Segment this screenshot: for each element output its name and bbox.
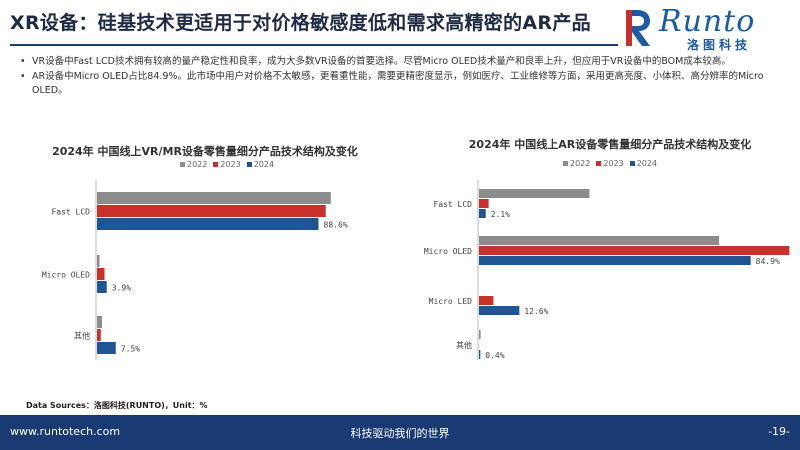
- category-tick-label: 其他: [74, 331, 90, 341]
- legend-label: 2024: [636, 159, 658, 168]
- data-label-2024: 88.6%: [324, 221, 348, 230]
- bar-2022-fast-lcd: [97, 192, 331, 204]
- data-label-2024: 12.6%: [524, 307, 548, 316]
- bar-2022-其他: [479, 330, 481, 339]
- bar-2023-micro-oled: [479, 246, 790, 255]
- bar-2023-其他: [97, 329, 101, 341]
- bullet-item: AR设备中Micro OLED占比84.9%。此市场中用户对价格不太敏感，更看重…: [18, 70, 788, 98]
- category-tick-label: Fast LCD: [433, 200, 472, 209]
- legend-label: 2023: [603, 159, 624, 168]
- footer-slogan: 科技驱动我们的世界: [350, 427, 450, 440]
- legend-item-2024: 2024: [246, 160, 275, 169]
- category-tick-label: Micro LED: [429, 297, 473, 306]
- category-tick-label: 其他: [456, 340, 472, 350]
- bar-2022-micro-oled: [97, 255, 100, 267]
- bar-2022-fast-lcd: [479, 189, 590, 198]
- legend-item-2023: 2023: [596, 159, 624, 168]
- chart-ar-plot: Fast LCD 2.1% Micro OLED 84.9% Micro LED 12.6…: [424, 180, 790, 360]
- chart-title-ar: 2024年 中国线上AR设备零售量细分产品技术结构及变化: [468, 138, 752, 151]
- legend-item-2024: 2024: [629, 159, 658, 168]
- chart-legend-vr: 2022 2023 2024: [180, 160, 274, 169]
- page-title: XR设备：硅基技术更适用于对价格敏感度低和需求高精密的AR产品: [10, 12, 591, 34]
- bar-2022-其他: [97, 316, 102, 328]
- bar-2024-fast-lcd: [479, 209, 486, 218]
- bar-2023-micro-oled: [97, 268, 105, 280]
- data-label-2024: 7.5%: [121, 345, 140, 354]
- data-label-2024: 0.4%: [485, 351, 504, 360]
- bar-2024-其他: [97, 342, 116, 354]
- title-divider: [10, 44, 618, 46]
- bar-2022-micro-oled: [479, 236, 719, 245]
- bar-2023-fast-lcd: [97, 205, 326, 217]
- legend-label: 2023: [220, 160, 241, 169]
- runto-logo: Runto 洛图科技: [623, 4, 793, 52]
- chart-legend-ar: 2022 2023 2024: [563, 159, 657, 168]
- legend-label: 2024: [253, 160, 275, 169]
- bar-2024-micro-oled: [479, 256, 751, 265]
- bar-2024-micro-oled: [97, 281, 107, 293]
- chart-title-vr: 2024年 中国线上VR/MR设备零售量细分产品技术结构及变化: [52, 145, 358, 158]
- logo-wordmark: Runto: [659, 4, 756, 39]
- footer-website-link[interactable]: www.runtotech.com: [10, 425, 121, 438]
- bullet-list: VR设备中Fast LCD技术拥有较高的量产稳定性和良率，成为大多数VR设备的首…: [18, 55, 788, 99]
- data-label-2024: 2.1%: [491, 210, 510, 219]
- data-source-note: Data Sources：洛图科技(RUNTO)，Unit：%: [26, 401, 208, 410]
- bar-2024-fast-lcd: [97, 218, 319, 230]
- chart-vr-plot: Fast LCD 88.6% Micro OLED 3.9% 其他 7.5%: [42, 180, 348, 360]
- category-tick-label: Fast LCD: [51, 208, 90, 217]
- category-tick-label: Micro OLED: [424, 247, 472, 256]
- runto-logo-mark-icon: [626, 10, 650, 46]
- logo-subtitle: 洛图科技: [687, 38, 752, 52]
- bullet-item: VR设备中Fast LCD技术拥有较高的量产稳定性和良率，成为大多数VR设备的首…: [18, 55, 788, 69]
- legend-item-2022: 2022: [180, 160, 207, 169]
- bar-2023-fast-lcd: [479, 199, 489, 208]
- category-tick-label: Micro OLED: [42, 271, 90, 280]
- data-label-2024: 84.9%: [756, 257, 780, 266]
- page-number: -19-: [768, 425, 790, 438]
- data-label-2024: 3.9%: [112, 284, 131, 293]
- bar-2024-micro-led: [479, 306, 520, 315]
- legend-item-2022: 2022: [563, 159, 590, 168]
- footer-bar: www.runtotech.com 科技驱动我们的世界 -19-: [0, 415, 800, 450]
- legend-label: 2022: [570, 159, 591, 168]
- bar-2024-其他: [479, 350, 481, 359]
- legend-label: 2022: [187, 160, 208, 169]
- legend-item-2023: 2023: [213, 160, 241, 169]
- bar-2023-micro-led: [479, 296, 494, 305]
